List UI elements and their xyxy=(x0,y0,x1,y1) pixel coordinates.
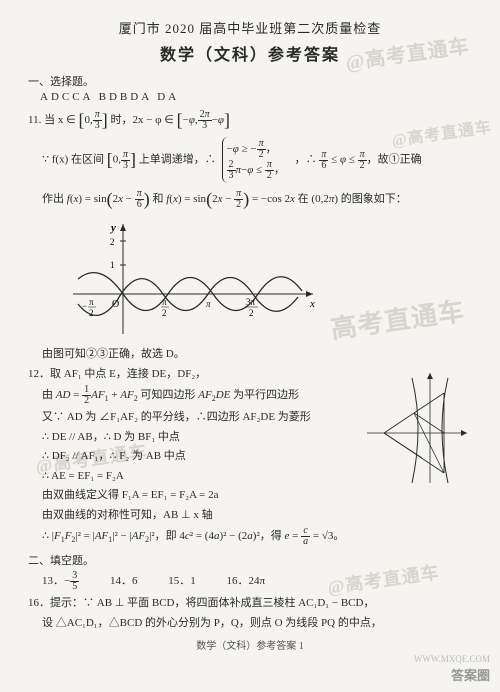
q11-conclusion: 由图可知②③正确，故选 D。 xyxy=(42,346,472,363)
q11-line2: ∵ f(x) 在区间 [0,π3] 上单调递增，∴ −φ ≥ −π2， 23π−… xyxy=(42,137,472,183)
corner-brand: 答案圈 xyxy=(451,665,490,684)
doc-title: 数学（文科）参考答案 xyxy=(28,41,472,65)
svg-text:2: 2 xyxy=(162,308,167,318)
q16-hint2: 设 △AC₁D₁，△BCD 的外心分别为 P，Q，则点 O 为线段 PQ 的中点… xyxy=(42,615,472,632)
svg-text:x: x xyxy=(309,298,315,310)
q16-hint1: 16．提示：∵ AB ⊥ 平面 BCD，将四面体补成直三棱柱 AC₁D₁ − B… xyxy=(28,595,472,612)
svg-text:O: O xyxy=(112,299,119,310)
q12-l9: ∴ |F1F2|² = |AF1|² − |AF2|²，即 4c² = (4a)… xyxy=(42,526,472,547)
corner-url: WWW.MXQE.COM xyxy=(414,654,490,664)
svg-text:2: 2 xyxy=(249,308,254,318)
hyperbola-diagram xyxy=(362,368,472,491)
svg-text:2: 2 xyxy=(110,237,115,247)
svg-text:y: y xyxy=(109,222,116,234)
svg-text:1: 1 xyxy=(110,260,115,270)
mcq-answers: ADCCA BDBDA DA xyxy=(40,91,472,103)
sine-graph: x y O 1 2 − π 2 π 2 π 3π 2 xyxy=(68,219,472,342)
q11-line3: 作出 f(x) = sin(2x − π6) 和 f(x) = sin(2x −… xyxy=(42,186,472,213)
section-mcq-label: 一、选择题。 xyxy=(28,73,472,89)
svg-text:2: 2 xyxy=(89,308,94,318)
q12-l8: 由双曲线的对称性可知，AB ⊥ x 轴 xyxy=(42,507,472,524)
svg-text:π: π xyxy=(206,299,211,309)
exam-title: 厦门市 2020 届高中毕业班第二次质量检查 xyxy=(28,18,472,37)
svg-text:π: π xyxy=(89,297,94,307)
q11-line1: 11. 当 x ∈ [0,π3] 时，2x − φ ∈ [−φ,2π3−φ] xyxy=(28,107,472,134)
page-footer: 数学（文科）参考答案 1 xyxy=(0,637,500,652)
fill-answers: 13．−35 14．6 15．1 16．24π xyxy=(42,571,472,592)
page-content: 厦门市 2020 届高中毕业班第二次质量检查 数学（文科）参考答案 一、选择题。… xyxy=(28,18,472,631)
section-fill-label: 二、填空题。 xyxy=(28,552,472,568)
